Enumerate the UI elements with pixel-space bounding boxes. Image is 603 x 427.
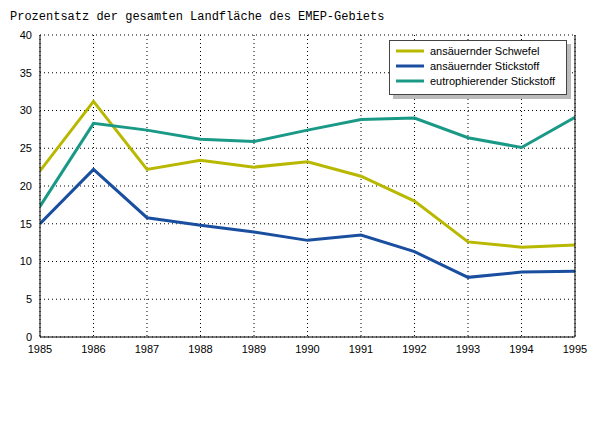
svg-text:30: 30 [20,104,32,116]
svg-text:20: 20 [20,180,32,192]
svg-text:1995: 1995 [563,343,587,355]
svg-text:5: 5 [26,293,32,305]
svg-text:0: 0 [26,331,32,343]
html-text:eutrophierender Stickstoff: eutrophierender Stickstoff [430,75,556,87]
html-text:ansäuernder Stickstoff: ansäuernder Stickstoff [430,60,540,72]
svg-text:1989: 1989 [242,343,266,355]
svg-text:25: 25 [20,142,32,154]
svg-text:1987: 1987 [135,343,159,355]
svg-text:1986: 1986 [81,343,105,355]
svg-text:10: 10 [20,255,32,267]
svg-text:1992: 1992 [402,343,426,355]
svg-text:15: 15 [20,218,32,230]
html-text:Prozentsatz der gesamten Landf: Prozentsatz der gesamten Landfläche des … [10,10,385,24]
svg-text:1991: 1991 [349,343,373,355]
html-text:ansäuernder Schwefel: ansäuernder Schwefel [430,45,540,57]
svg-text:1985: 1985 [28,343,52,355]
svg-text:40: 40 [20,29,32,41]
svg-text:1988: 1988 [188,343,212,355]
svg-text:1993: 1993 [456,343,480,355]
svg-text:35: 35 [20,67,32,79]
svg-text:1994: 1994 [509,343,533,355]
svg-text:1990: 1990 [295,343,319,355]
